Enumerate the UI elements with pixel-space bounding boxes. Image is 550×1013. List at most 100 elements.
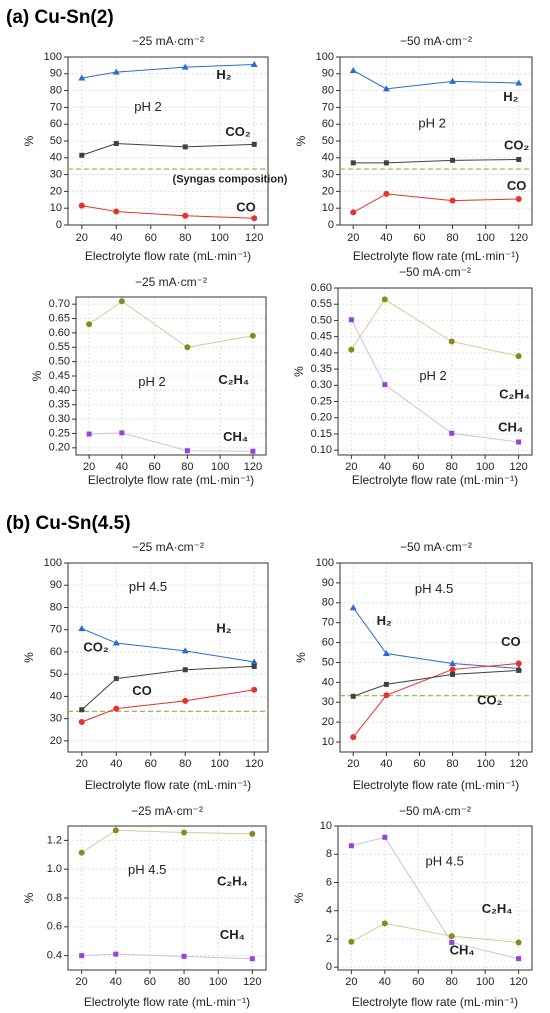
marker xyxy=(449,666,456,673)
marker xyxy=(348,317,354,323)
y-tick-label: 100 xyxy=(44,51,62,63)
series-label: H₂ xyxy=(216,67,231,82)
y-tick-label: 0.65 xyxy=(49,312,70,324)
x-tick-label: 60 xyxy=(412,461,424,473)
series-label: C₂H₄ xyxy=(499,386,530,401)
y-tick-label: 50 xyxy=(50,135,62,147)
y-tick-label: 40 xyxy=(322,152,334,164)
series-line xyxy=(88,300,253,348)
y-tick-label: 50 xyxy=(50,668,62,680)
x-tick-label: 100 xyxy=(476,232,494,244)
y-tick-label: 100 xyxy=(316,557,334,569)
plot-frame xyxy=(339,56,533,226)
plot-frame xyxy=(75,296,267,456)
x-tick-label: 80 xyxy=(178,976,190,988)
y-tick-label: 60 xyxy=(322,118,334,130)
y-tick-label: 90 xyxy=(50,68,62,80)
marker xyxy=(112,827,119,834)
y-tick-label: 80 xyxy=(322,85,334,97)
x-tick-label: 100 xyxy=(476,976,494,988)
marker xyxy=(78,625,86,632)
marker xyxy=(249,830,256,837)
series-line xyxy=(350,319,519,443)
series-line xyxy=(81,143,255,156)
y-tick-label: 10 xyxy=(50,202,62,214)
marker xyxy=(382,834,388,840)
chart-title: −25 mA·cm⁻² xyxy=(135,275,207,289)
y-tick-label: 60 xyxy=(50,646,62,658)
marker xyxy=(113,951,119,957)
series-label: H₂ xyxy=(216,621,231,636)
marker xyxy=(515,660,522,667)
plot-frame xyxy=(67,56,269,226)
marker xyxy=(112,639,120,646)
series-line xyxy=(352,193,519,213)
x-tick-label: 20 xyxy=(347,758,359,770)
y-tick-label: 70 xyxy=(322,101,334,113)
marker xyxy=(516,439,522,445)
marker xyxy=(78,849,85,856)
marker xyxy=(449,77,457,84)
y-tick-label: 50 xyxy=(322,135,334,147)
panel-label: (a) Cu-Sn(2) xyxy=(6,7,114,28)
series-label: CO xyxy=(501,634,521,649)
x-tick-label: 60 xyxy=(148,461,160,473)
marker xyxy=(113,705,120,712)
y-tick-label: 0.20 xyxy=(311,412,332,424)
marker xyxy=(181,953,187,959)
series-label: CO₂ xyxy=(477,692,503,707)
x-tick-label: 120 xyxy=(245,232,263,244)
y-tick-label: 100 xyxy=(316,51,334,63)
y-tick-label: 30 xyxy=(322,169,334,181)
x-tick-label: 20 xyxy=(347,232,359,244)
y-tick-label: 90 xyxy=(322,68,334,80)
marker xyxy=(182,697,189,704)
y-tick-label: 90 xyxy=(322,577,334,589)
x-tick-label: 120 xyxy=(244,461,262,473)
marker xyxy=(450,671,456,677)
y-tick-label: 30 xyxy=(50,713,62,725)
marker xyxy=(112,68,120,75)
x-tick-label: 40 xyxy=(110,976,122,988)
marker xyxy=(251,686,258,693)
y-tick-label: 80 xyxy=(50,85,62,97)
y-tick-label: 50 xyxy=(322,656,334,668)
marker xyxy=(78,202,85,209)
marker xyxy=(184,448,190,454)
y-tick-label: 0.40 xyxy=(311,347,332,359)
x-tick-label: 100 xyxy=(476,461,494,473)
marker xyxy=(382,382,388,388)
annotation: pH 2 xyxy=(419,368,446,383)
y-tick-label: 4 xyxy=(326,905,332,917)
marker xyxy=(381,920,388,927)
marker xyxy=(251,141,257,147)
marker xyxy=(184,344,191,351)
x-tick-label: 120 xyxy=(510,232,528,244)
series-label: CH₄ xyxy=(220,927,245,942)
series-line xyxy=(81,829,253,854)
y-tick-label: 20 xyxy=(50,735,62,747)
x-tick-label: 100 xyxy=(211,461,229,473)
x-tick-label: 60 xyxy=(412,976,424,988)
x-tick-label: 40 xyxy=(110,758,122,770)
series-label: CO xyxy=(132,683,152,698)
y-tick-label: 0.40 xyxy=(49,384,70,396)
marker xyxy=(348,346,355,353)
marker xyxy=(113,676,119,682)
marker xyxy=(182,212,189,219)
marker xyxy=(515,939,522,946)
marker xyxy=(383,160,389,166)
marker xyxy=(383,681,389,687)
y-tick-label: 8 xyxy=(326,848,332,860)
series-label: CO₂ xyxy=(504,137,530,152)
y-tick-label: 0.4 xyxy=(47,950,62,962)
series-label: CO₂ xyxy=(83,639,109,654)
y-tick-label: 70 xyxy=(322,617,334,629)
y-tick-label: 10 xyxy=(322,202,334,214)
x-tick-label: 80 xyxy=(446,461,458,473)
marker xyxy=(251,663,257,669)
marker xyxy=(383,692,390,699)
x-tick-label: 100 xyxy=(211,758,229,770)
x-tick-label: 40 xyxy=(110,232,122,244)
